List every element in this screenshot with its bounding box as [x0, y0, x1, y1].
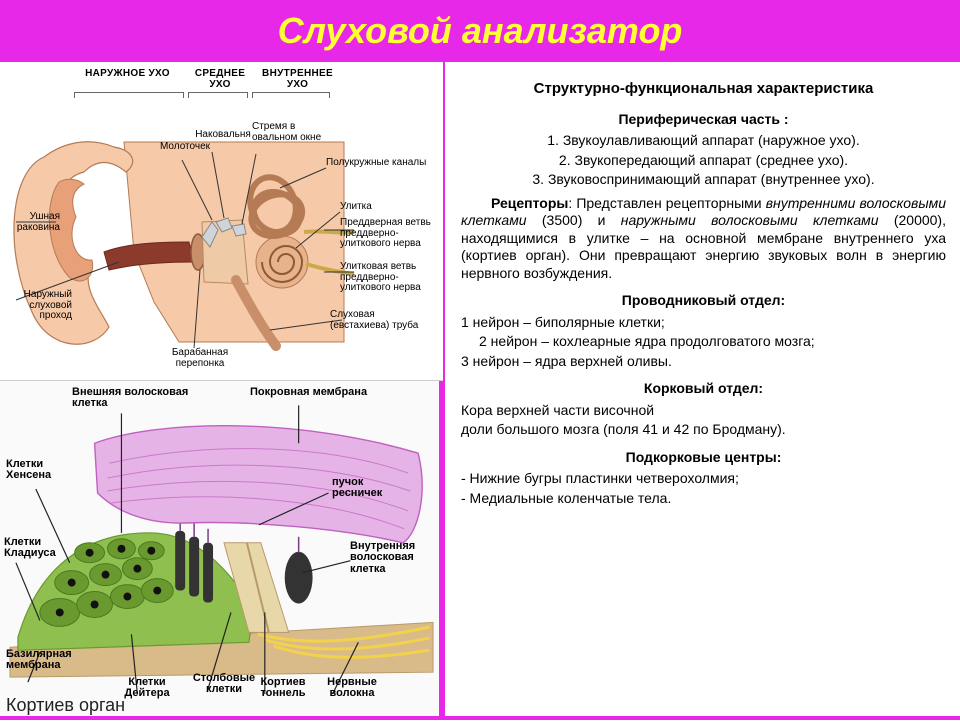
- lbl-molotochek: Молоточек: [150, 142, 220, 153]
- perif-2: 2. Звукопередающий аппарат (среднее ухо)…: [461, 152, 946, 170]
- lbl-predd-vetv: Преддверная ветвь преддверно-улиткового …: [340, 218, 444, 250]
- left-column: НАРУЖНОЕ УХО СРЕДНЕЕ УХО ВНУТРЕННЕЕ УХО: [0, 62, 445, 720]
- pink-divider: [439, 381, 443, 720]
- recept-c1: (3500) и: [527, 212, 621, 228]
- kork-2: доли большого мозга (поля 41 и 42 по Бро…: [461, 421, 946, 439]
- recept-t1: : Представлен рецепторными: [568, 195, 765, 211]
- ear-section-middle: СРЕДНЕЕ УХО: [185, 68, 255, 90]
- lbl-vnutr-volos: Внутренняя волосковая клетка: [350, 541, 440, 576]
- ear-section-labels: НАРУЖНОЕ УХО СРЕДНЕЕ УХО ВНУТРЕННЕЕ УХО: [70, 68, 433, 90]
- bottom-border: [0, 716, 960, 720]
- bracket-inner: [252, 92, 330, 98]
- right-column: Структурно-функциональная характеристика…: [445, 62, 960, 720]
- lbl-naruzh-prohod: Наружный слуховой проход: [2, 290, 72, 322]
- recept-label: Рецепторы: [491, 195, 568, 211]
- content-row: НАРУЖНОЕ УХО СРЕДНЕЕ УХО ВНУТРЕННЕЕ УХО: [0, 62, 960, 720]
- section-title: Структурно-функциональная характеристика: [461, 80, 946, 99]
- provod-title: Проводниковый отдел:: [461, 292, 946, 310]
- lbl-polukruzh: Полукружные каналы: [326, 158, 436, 169]
- lbl-puchok: пучок ресничек: [332, 477, 412, 500]
- recept-i2: наружными волосковыми клетками: [621, 212, 879, 228]
- lbl-sluh-truba: Слуховая (евстахиева) труба: [330, 310, 434, 331]
- lbl-stremya: Стремя в овальном окне: [252, 122, 332, 143]
- kork-title: Корковый отдел:: [461, 380, 946, 398]
- sub-1: - Нижние бугры пластинки четверохолмия;: [461, 470, 946, 488]
- perif-1: 1. Звукоулавливающий аппарат (наружное у…: [461, 132, 946, 150]
- neuron-3: 3 нейрон – ядра верхней оливы.: [461, 353, 946, 371]
- neuron-2: 2 нейрон – кохлеарные ядра продолговатог…: [461, 333, 946, 351]
- sub-2: - Медиальные коленчатые тела.: [461, 490, 946, 508]
- podk-title: Подкорковые центры:: [461, 449, 946, 467]
- ear-section-inner: ВНУТРЕННЕЕ УХО: [255, 68, 340, 90]
- perif-title: Периферическая часть :: [461, 111, 946, 129]
- bracket-outer: [74, 92, 184, 98]
- lbl-tonnel: Кортиев тоннель: [248, 677, 318, 700]
- lbl-hensen: Клетки Хенсена: [6, 459, 70, 482]
- lbl-baraban: Барабанная перепонка: [160, 348, 240, 369]
- lbl-nakovalnya: Наковальня: [188, 130, 258, 141]
- neuron-1: 1 нейрон – биполярные клетки;: [461, 314, 946, 332]
- perif-3: 3. Звуковоспринимающий аппарат (внутренн…: [461, 171, 946, 189]
- lbl-ulitka: Улитка: [340, 202, 430, 213]
- lbl-nerv-vol: Нервные волокна: [312, 677, 392, 700]
- lbl-pokrov: Покровная мембрана: [250, 387, 420, 399]
- bracket-middle: [188, 92, 248, 98]
- corti-diagram: Внешняя волосковая клетка Покровная мемб…: [0, 380, 443, 720]
- kork-1: Кора верхней части височной: [461, 402, 946, 420]
- receptors-para: Рецепторы: Представлен рецепторными внут…: [461, 195, 946, 283]
- lbl-kladius: Клетки Кладиуса: [4, 537, 72, 560]
- lbl-vnesh-volos: Внешняя волосковая клетка: [72, 387, 202, 410]
- lbl-bazil: Базилярная мембрана: [6, 649, 96, 672]
- slide-header: Слуховой анализатор: [0, 0, 960, 62]
- slide-title: Слуховой анализатор: [278, 10, 683, 52]
- lbl-ushnaya: Ушная раковина: [2, 212, 60, 233]
- ear-diagram: НАРУЖНОЕ УХО СРЕДНЕЕ УХО ВНУТРЕННЕЕ УХО: [0, 62, 443, 380]
- lbl-ulit-vetv: Улитковая ветвь преддверно-улиткового не…: [340, 262, 444, 294]
- corti-caption: Кортиев орган: [6, 695, 125, 716]
- ear-section-outer: НАРУЖНОЕ УХО: [70, 68, 185, 90]
